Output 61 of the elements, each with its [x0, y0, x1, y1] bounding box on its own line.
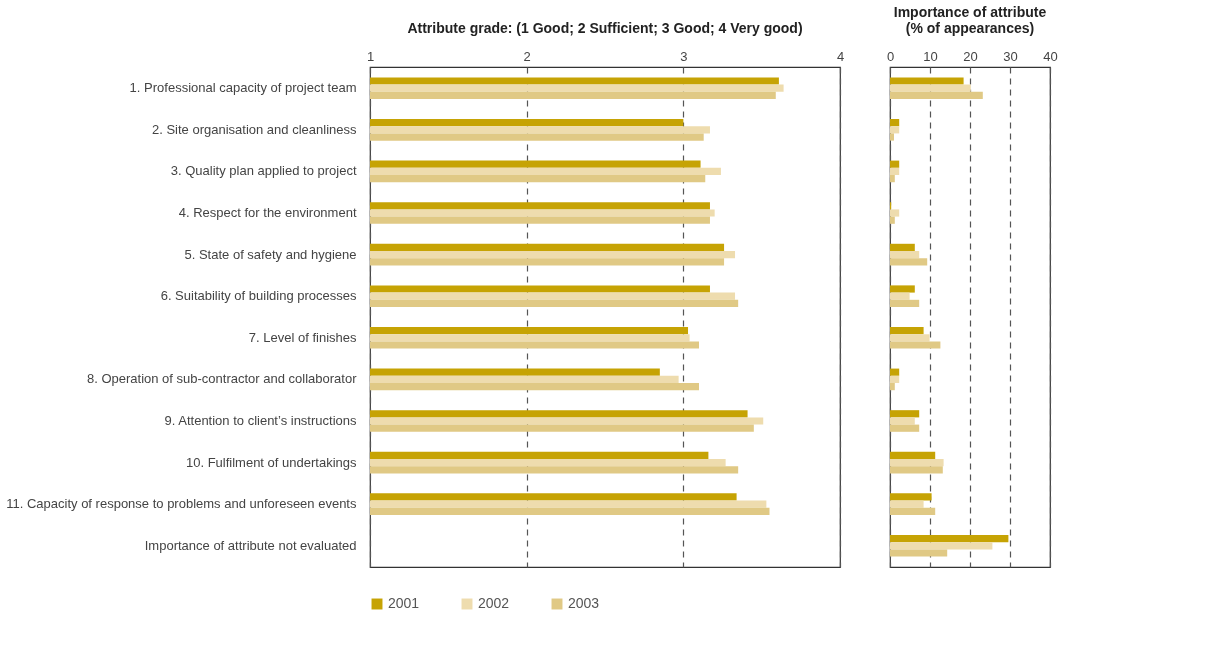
bar — [890, 466, 943, 474]
y-tick-label: 7. Level of finishes — [248, 329, 357, 345]
y-tick-label: 2. Site organisation and cleanliness — [151, 121, 357, 137]
bar — [890, 126, 900, 134]
bar — [890, 417, 915, 425]
bar — [890, 507, 936, 515]
y-tick-label: 10. Fulfilment of undertakings — [185, 454, 357, 470]
bar — [890, 451, 936, 459]
y-tick-label: 1. Professional capacity of project team — [129, 80, 357, 96]
bar — [890, 424, 920, 432]
x-tick-label: 4 — [836, 48, 845, 64]
x-tick-label: 2 — [523, 48, 531, 64]
bar — [890, 299, 920, 308]
bar — [890, 341, 941, 349]
bar — [890, 292, 910, 300]
bar — [890, 500, 924, 508]
bar — [890, 542, 993, 550]
y-tick-label: 11. Capacity of response to problems and unforeseen events — [6, 496, 357, 512]
bar — [890, 493, 932, 501]
bar — [890, 216, 895, 224]
y-tick-label: 4. Respect for the environment — [178, 205, 357, 221]
x-tick-label: 20 — [963, 48, 978, 64]
bar — [890, 383, 895, 391]
y-tick-label: 3. Quality plan applied to project — [170, 163, 357, 179]
bar — [890, 375, 900, 383]
bar — [890, 209, 900, 217]
x-tick-label: 1 — [366, 48, 375, 64]
x-tick-label: 40 — [1043, 48, 1058, 64]
bar — [890, 133, 894, 141]
bar — [890, 410, 920, 418]
legend-label: 2002 — [478, 595, 510, 611]
bar — [890, 251, 920, 259]
y-tick-label: 5. State of safety and hygiene — [184, 246, 357, 262]
chart-title: Attribute grade: (1 Good; 2 Sufficient; 3 Good; 4 Very good) — [407, 20, 803, 36]
bar — [890, 534, 1009, 543]
bar — [890, 243, 915, 251]
bar — [890, 334, 930, 342]
y-tick-label: Importance of attribute not evaluated — [144, 537, 357, 553]
bar — [890, 285, 915, 293]
bar — [890, 549, 948, 557]
bar — [890, 326, 924, 335]
bar — [890, 160, 900, 168]
legend-label: 2001 — [388, 595, 420, 611]
bar — [890, 119, 900, 127]
bar — [890, 258, 928, 266]
x-tick-label: 10 — [923, 48, 938, 64]
x-tick-label: 30 — [1003, 48, 1018, 64]
x-tick-label: 3 — [680, 48, 688, 64]
y-tick-label: 9. Attention to client’s instructions — [164, 412, 357, 428]
bar — [890, 368, 900, 376]
bar — [890, 458, 944, 467]
bar — [890, 91, 983, 100]
y-tick-label: 6. Suitability of building processes — [160, 288, 357, 304]
x-tick-label: 0 — [886, 48, 895, 64]
bar — [890, 167, 900, 176]
chart-title: Importance of attribute (% of appearances) — [893, 4, 1047, 36]
bar — [890, 77, 964, 85]
bar — [890, 84, 971, 92]
y-tick-label: 8. Operation of sub-contractor and collaborator — [86, 371, 358, 387]
bar — [890, 175, 895, 183]
legend-label: 2003 — [568, 595, 600, 611]
